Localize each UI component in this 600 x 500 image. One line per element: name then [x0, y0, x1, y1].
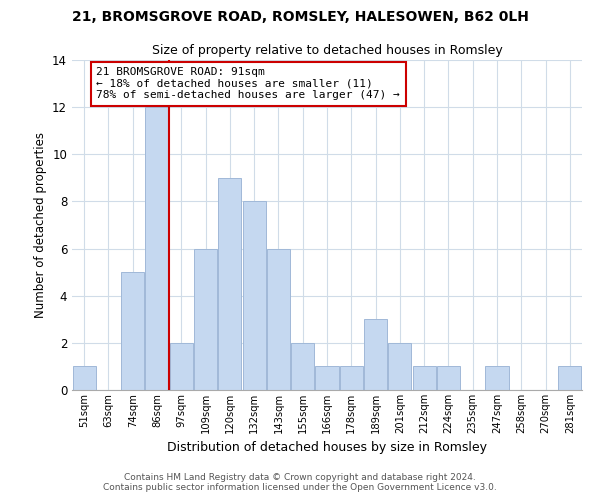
- Bar: [145, 107, 169, 390]
- Bar: [218, 178, 241, 390]
- Text: 21, BROMSGROVE ROAD, ROMSLEY, HALESOWEN, B62 0LH: 21, BROMSGROVE ROAD, ROMSLEY, HALESOWEN,…: [71, 10, 529, 24]
- Bar: [485, 366, 509, 390]
- Bar: [194, 248, 217, 390]
- Bar: [170, 343, 193, 390]
- X-axis label: Distribution of detached houses by size in Romsley: Distribution of detached houses by size …: [167, 442, 487, 454]
- Bar: [73, 366, 95, 390]
- Bar: [388, 343, 412, 390]
- Bar: [291, 343, 314, 390]
- Bar: [413, 366, 436, 390]
- Bar: [340, 366, 363, 390]
- Bar: [559, 366, 581, 390]
- Title: Size of property relative to detached houses in Romsley: Size of property relative to detached ho…: [152, 44, 502, 58]
- Bar: [121, 272, 144, 390]
- Text: 21 BROMSGROVE ROAD: 91sqm
← 18% of detached houses are smaller (11)
78% of semi-: 21 BROMSGROVE ROAD: 91sqm ← 18% of detac…: [96, 67, 400, 100]
- Y-axis label: Number of detached properties: Number of detached properties: [34, 132, 47, 318]
- Bar: [364, 320, 387, 390]
- Bar: [267, 248, 290, 390]
- Bar: [316, 366, 338, 390]
- Text: Contains HM Land Registry data © Crown copyright and database right 2024.
Contai: Contains HM Land Registry data © Crown c…: [103, 473, 497, 492]
- Bar: [242, 202, 266, 390]
- Bar: [437, 366, 460, 390]
